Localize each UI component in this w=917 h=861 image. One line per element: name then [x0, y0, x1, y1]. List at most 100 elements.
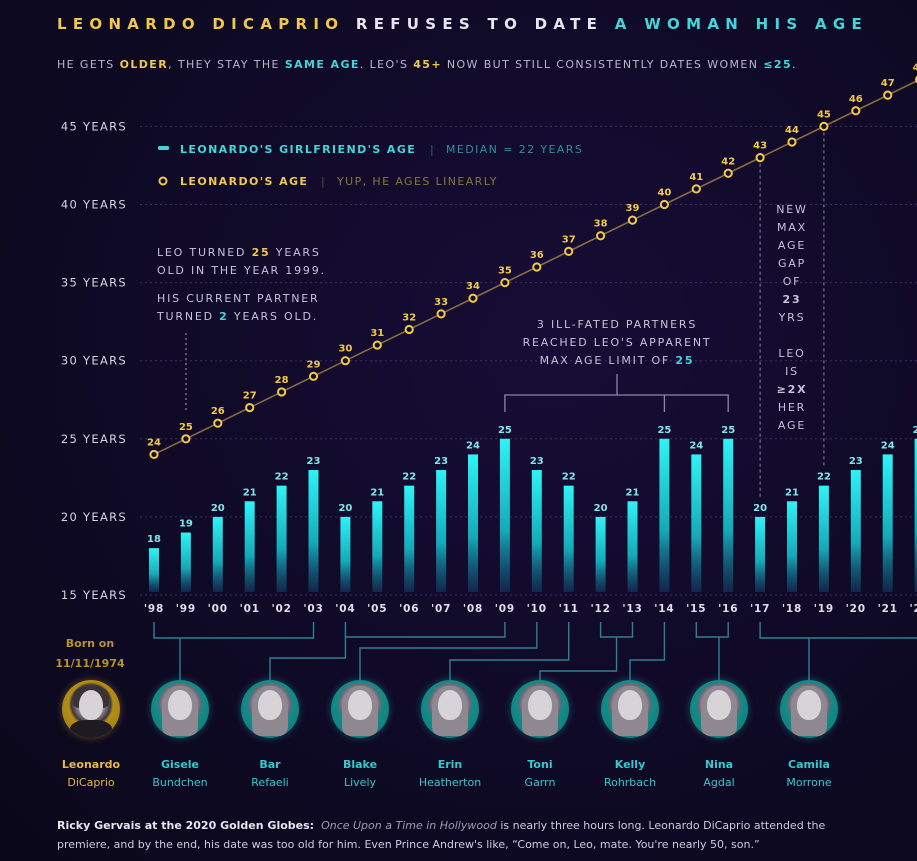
bar-value-label: 24	[689, 440, 703, 451]
subtitle-part: . LEO'S	[359, 58, 414, 71]
leo-age-point	[819, 121, 829, 132]
subtitle-part: .	[792, 58, 797, 71]
legend-girlfriend-label: LEONARDO'S GIRLFRIEND'S AGE	[180, 143, 416, 156]
leo-age-point	[532, 262, 542, 272]
x-tick-label: '12	[590, 603, 610, 615]
avatar	[62, 680, 120, 738]
face-shape	[348, 690, 372, 720]
subtitle-45plus: 45+	[413, 58, 442, 71]
x-tick-label: '09	[495, 603, 515, 615]
person-name: Nina Agdal	[674, 756, 764, 792]
note-leo-25: LEO TURNED 25 YEARS OLD IN THE YEAR 1999…	[156, 246, 326, 323]
face-shape	[797, 690, 821, 720]
last-name: Agdal	[703, 776, 735, 789]
leo-age-label: 36	[530, 250, 544, 261]
born-date: 11/11/1974	[55, 657, 125, 670]
subtitle-part: , THEY STAY THE	[168, 58, 285, 71]
person-partner: Camila Morrone	[764, 680, 854, 792]
x-tick-label: '11	[559, 603, 579, 615]
leo-age-point	[596, 231, 606, 241]
x-tick-label: '98	[144, 603, 164, 615]
first-name: Toni	[527, 758, 553, 771]
leo-age-label: 43	[753, 141, 767, 152]
girlfriend-bar	[308, 470, 319, 592]
note-text: OLD IN THE YEAR 1999.	[157, 264, 326, 277]
title-part-name: LEONARDO DICAPRIO	[57, 15, 345, 33]
girlfriend-bar	[372, 501, 383, 592]
circle-legend-icon	[158, 176, 168, 186]
person-partner: Blake Lively	[315, 680, 405, 792]
avatar	[601, 680, 659, 738]
last-name: Refaeli	[251, 776, 289, 789]
x-tick-label: '20	[846, 603, 866, 615]
leo-age-label: 29	[307, 359, 321, 370]
x-tick-label: '03	[303, 603, 323, 615]
gap-note-word: AGE	[778, 239, 806, 252]
girlfriend-bar	[914, 438, 917, 592]
bar-value-label: 22	[817, 472, 831, 483]
x-tick-label: '16	[718, 603, 738, 615]
title-part-end: A WOMAN HIS AGE	[614, 15, 869, 33]
leo-age-label: 46	[849, 94, 863, 105]
leo-age-point	[213, 418, 223, 428]
x-tick-label: '07	[431, 603, 451, 615]
x-tick-label: '08	[463, 603, 483, 615]
leo-age-point	[404, 324, 414, 335]
svg-text:LEO TURNED 25 YEARS: LEO TURNED 25 YEARS	[157, 246, 321, 259]
subtitle-part: NOW BUT STILL CONSISTENTLY DATES WOMEN	[441, 58, 764, 71]
leo-age-label: 41	[689, 172, 703, 183]
leo-age-point	[245, 402, 255, 413]
girlfriend-bar	[468, 454, 478, 592]
last-name: Morrone	[786, 776, 832, 789]
note-text: TURNED	[156, 310, 219, 323]
girlfriend-bar	[276, 485, 287, 592]
person-partner: Kelly Rohrbach	[585, 680, 675, 792]
bar-value-label: 25	[913, 425, 917, 436]
bar-value-label: 23	[849, 456, 863, 467]
gap-note-word: AGE	[778, 419, 806, 432]
quote-text: is nearly three hours long. Leonardo DiC…	[57, 819, 826, 851]
person-partner: Bar Refaeli	[225, 680, 315, 792]
leo-age-point	[340, 356, 350, 366]
girlfriend-bar	[818, 485, 829, 592]
face-shape	[707, 690, 731, 720]
first-name: Blake	[342, 758, 378, 771]
gap-note-word: OF	[783, 275, 802, 288]
connector-erin	[449, 622, 570, 682]
leo-age-label: 30	[338, 344, 352, 355]
x-tick-label: '13	[622, 603, 642, 615]
last-name: DiCaprio	[67, 776, 115, 789]
legend-separator: |	[430, 143, 435, 156]
person-name: Erin Heatherton	[405, 756, 495, 792]
last-name: Lively	[343, 776, 377, 789]
leo-age-label: 44	[785, 125, 799, 136]
bar-value-label: 21	[626, 487, 640, 498]
x-tick-label: '18	[782, 603, 802, 615]
avatar	[241, 680, 299, 738]
bar-value-label: 18	[147, 534, 161, 545]
first-name: Bar	[259, 758, 281, 771]
girlfriend-bar	[149, 548, 159, 592]
x-tick-label: '05	[367, 603, 387, 615]
first-name: Camila	[788, 758, 830, 771]
avatar	[511, 680, 569, 738]
person-partner: Erin Heatherton	[405, 680, 495, 792]
title-part-middle: REFUSES TO DATE	[344, 15, 615, 33]
person-leonardo: Leonardo DiCaprio	[46, 680, 136, 792]
girlfriend-bars: 18 19 20 21 22 23 20 21 22 23 24 25 23 22 20 21 25 24 25 20…	[147, 425, 917, 592]
x-tick-label: '19	[814, 603, 834, 615]
quote: Ricky Gervais at the 2020 Golden Globes:…	[57, 816, 877, 854]
person-name: Toni Garrn	[495, 756, 585, 792]
connector-kelly	[629, 622, 666, 682]
person-name: Leonardo DiCaprio	[46, 756, 136, 792]
bar-value-label: 20	[594, 503, 608, 514]
girlfriend-bar	[787, 501, 797, 592]
girlfriend-bar	[882, 454, 893, 592]
note-text: 3 ILL-FATED PARTNERS	[537, 318, 697, 331]
svg-text:TURNED 2 YEARS OLD.: TURNED 2 YEARS OLD.	[156, 310, 318, 323]
girlfriend-bar	[340, 516, 351, 592]
leo-age-label: 32	[402, 312, 416, 323]
note-highlight: 2	[219, 310, 228, 323]
girlfriend-bar	[659, 438, 670, 592]
face-shape	[528, 690, 552, 720]
